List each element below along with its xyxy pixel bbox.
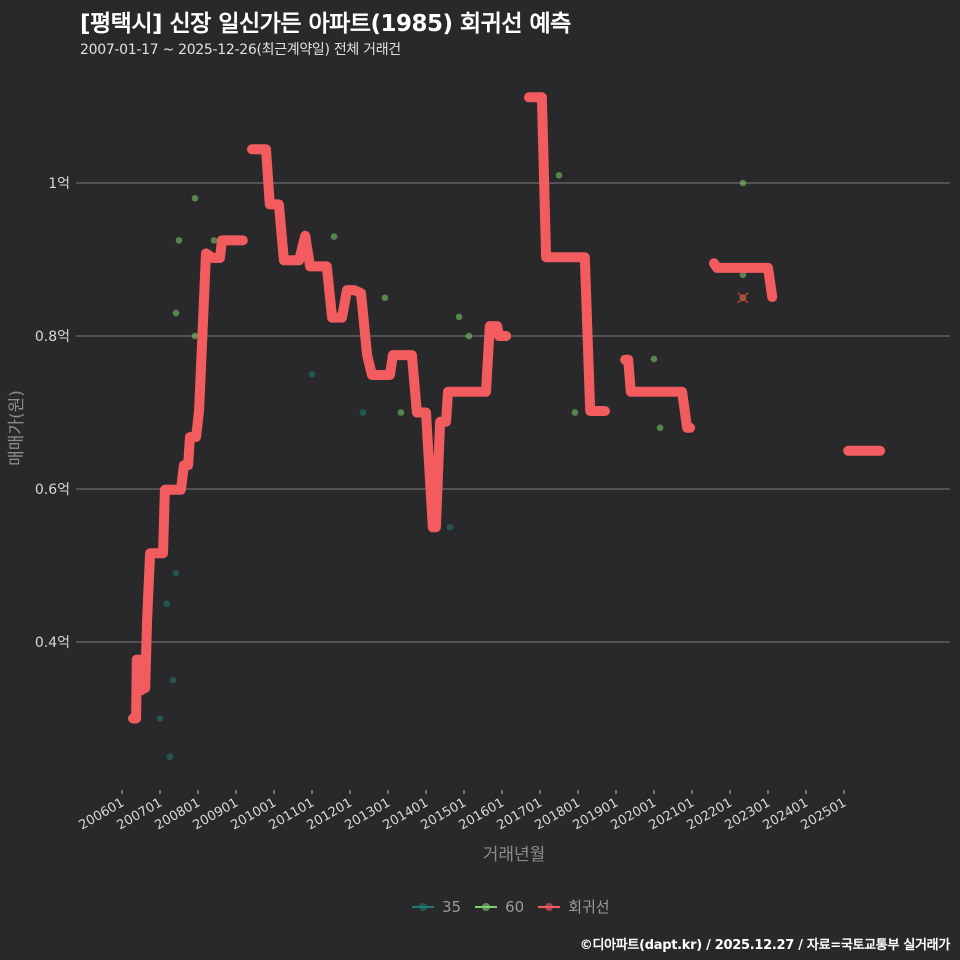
data-point-60 bbox=[739, 179, 747, 187]
y-axis-ticks: 0.4억 0.6억 0.8억 1억 bbox=[35, 176, 70, 651]
legend-line-point-icon bbox=[475, 901, 498, 913]
regression-segment bbox=[128, 235, 248, 724]
data-point-35 bbox=[172, 569, 180, 577]
chart-title: [평택시] 신장 일신가든 아파트(1985) 회귀선 예측 bbox=[80, 11, 571, 37]
data-point-60 bbox=[175, 237, 183, 244]
legend-label: 회귀선 bbox=[568, 898, 610, 916]
data-point-60 bbox=[555, 172, 563, 179]
data-point-60 bbox=[465, 332, 473, 340]
data-point-60 bbox=[397, 409, 405, 416]
y-axis-title: 매매가(원) bbox=[7, 390, 27, 466]
data-point-35 bbox=[308, 370, 316, 378]
legend-item: 35 bbox=[412, 898, 461, 916]
data-point-60 bbox=[381, 294, 389, 302]
data-point-60 bbox=[330, 233, 338, 240]
y-tick-label: 0.8억 bbox=[35, 329, 70, 345]
x-axis-title: 거래년월 bbox=[483, 845, 546, 865]
data-point-60 bbox=[650, 355, 658, 363]
y-tick-label: 0.6억 bbox=[35, 482, 70, 498]
y-tick-label: 0.4억 bbox=[35, 635, 70, 651]
data-point-35 bbox=[359, 409, 367, 416]
legend-line-point-icon bbox=[412, 901, 434, 913]
data-point-35 bbox=[156, 715, 164, 722]
regression-segment bbox=[709, 258, 778, 302]
scatter-points bbox=[156, 172, 749, 761]
x-axis-ticks: 2006012007012008012009012010012011012012… bbox=[77, 790, 849, 833]
data-point-60 bbox=[191, 332, 199, 340]
legend-label: 35 bbox=[442, 897, 462, 916]
data-point-35 bbox=[166, 753, 174, 761]
source-credit: ©디아파트(dapt.kr) / 2025.12.27 / 자료=국토교통부 실… bbox=[579, 938, 951, 953]
data-point-60 bbox=[172, 309, 180, 317]
regression-segment bbox=[620, 354, 696, 433]
chart-subtitle: 2007-01-17 ~ 2025-12-26(최근계약일) 전체 거래건 bbox=[80, 42, 401, 58]
legend-item: 회귀선 bbox=[538, 896, 610, 917]
data-point-60 bbox=[455, 313, 463, 321]
data-point-60 bbox=[210, 237, 218, 244]
cancelled-mark-icon bbox=[737, 292, 749, 304]
data-point-60 bbox=[571, 409, 579, 416]
data-point-35 bbox=[169, 676, 177, 684]
legend-label: 60 bbox=[505, 897, 525, 916]
legend-item: 60 bbox=[475, 898, 524, 916]
data-point-60 bbox=[656, 424, 664, 432]
data-point-35 bbox=[446, 523, 454, 531]
y-gridlines bbox=[76, 182, 950, 643]
data-point-60 bbox=[191, 195, 199, 202]
data-point-35 bbox=[163, 600, 171, 608]
legend: 35 60 회귀선 bbox=[412, 896, 616, 917]
regression-line bbox=[128, 92, 886, 724]
legend-line-point-icon bbox=[538, 901, 561, 913]
regression-segment bbox=[524, 92, 610, 416]
y-tick-label: 1억 bbox=[48, 176, 70, 192]
data-point-60 bbox=[739, 271, 747, 279]
regression-segment bbox=[247, 144, 512, 533]
